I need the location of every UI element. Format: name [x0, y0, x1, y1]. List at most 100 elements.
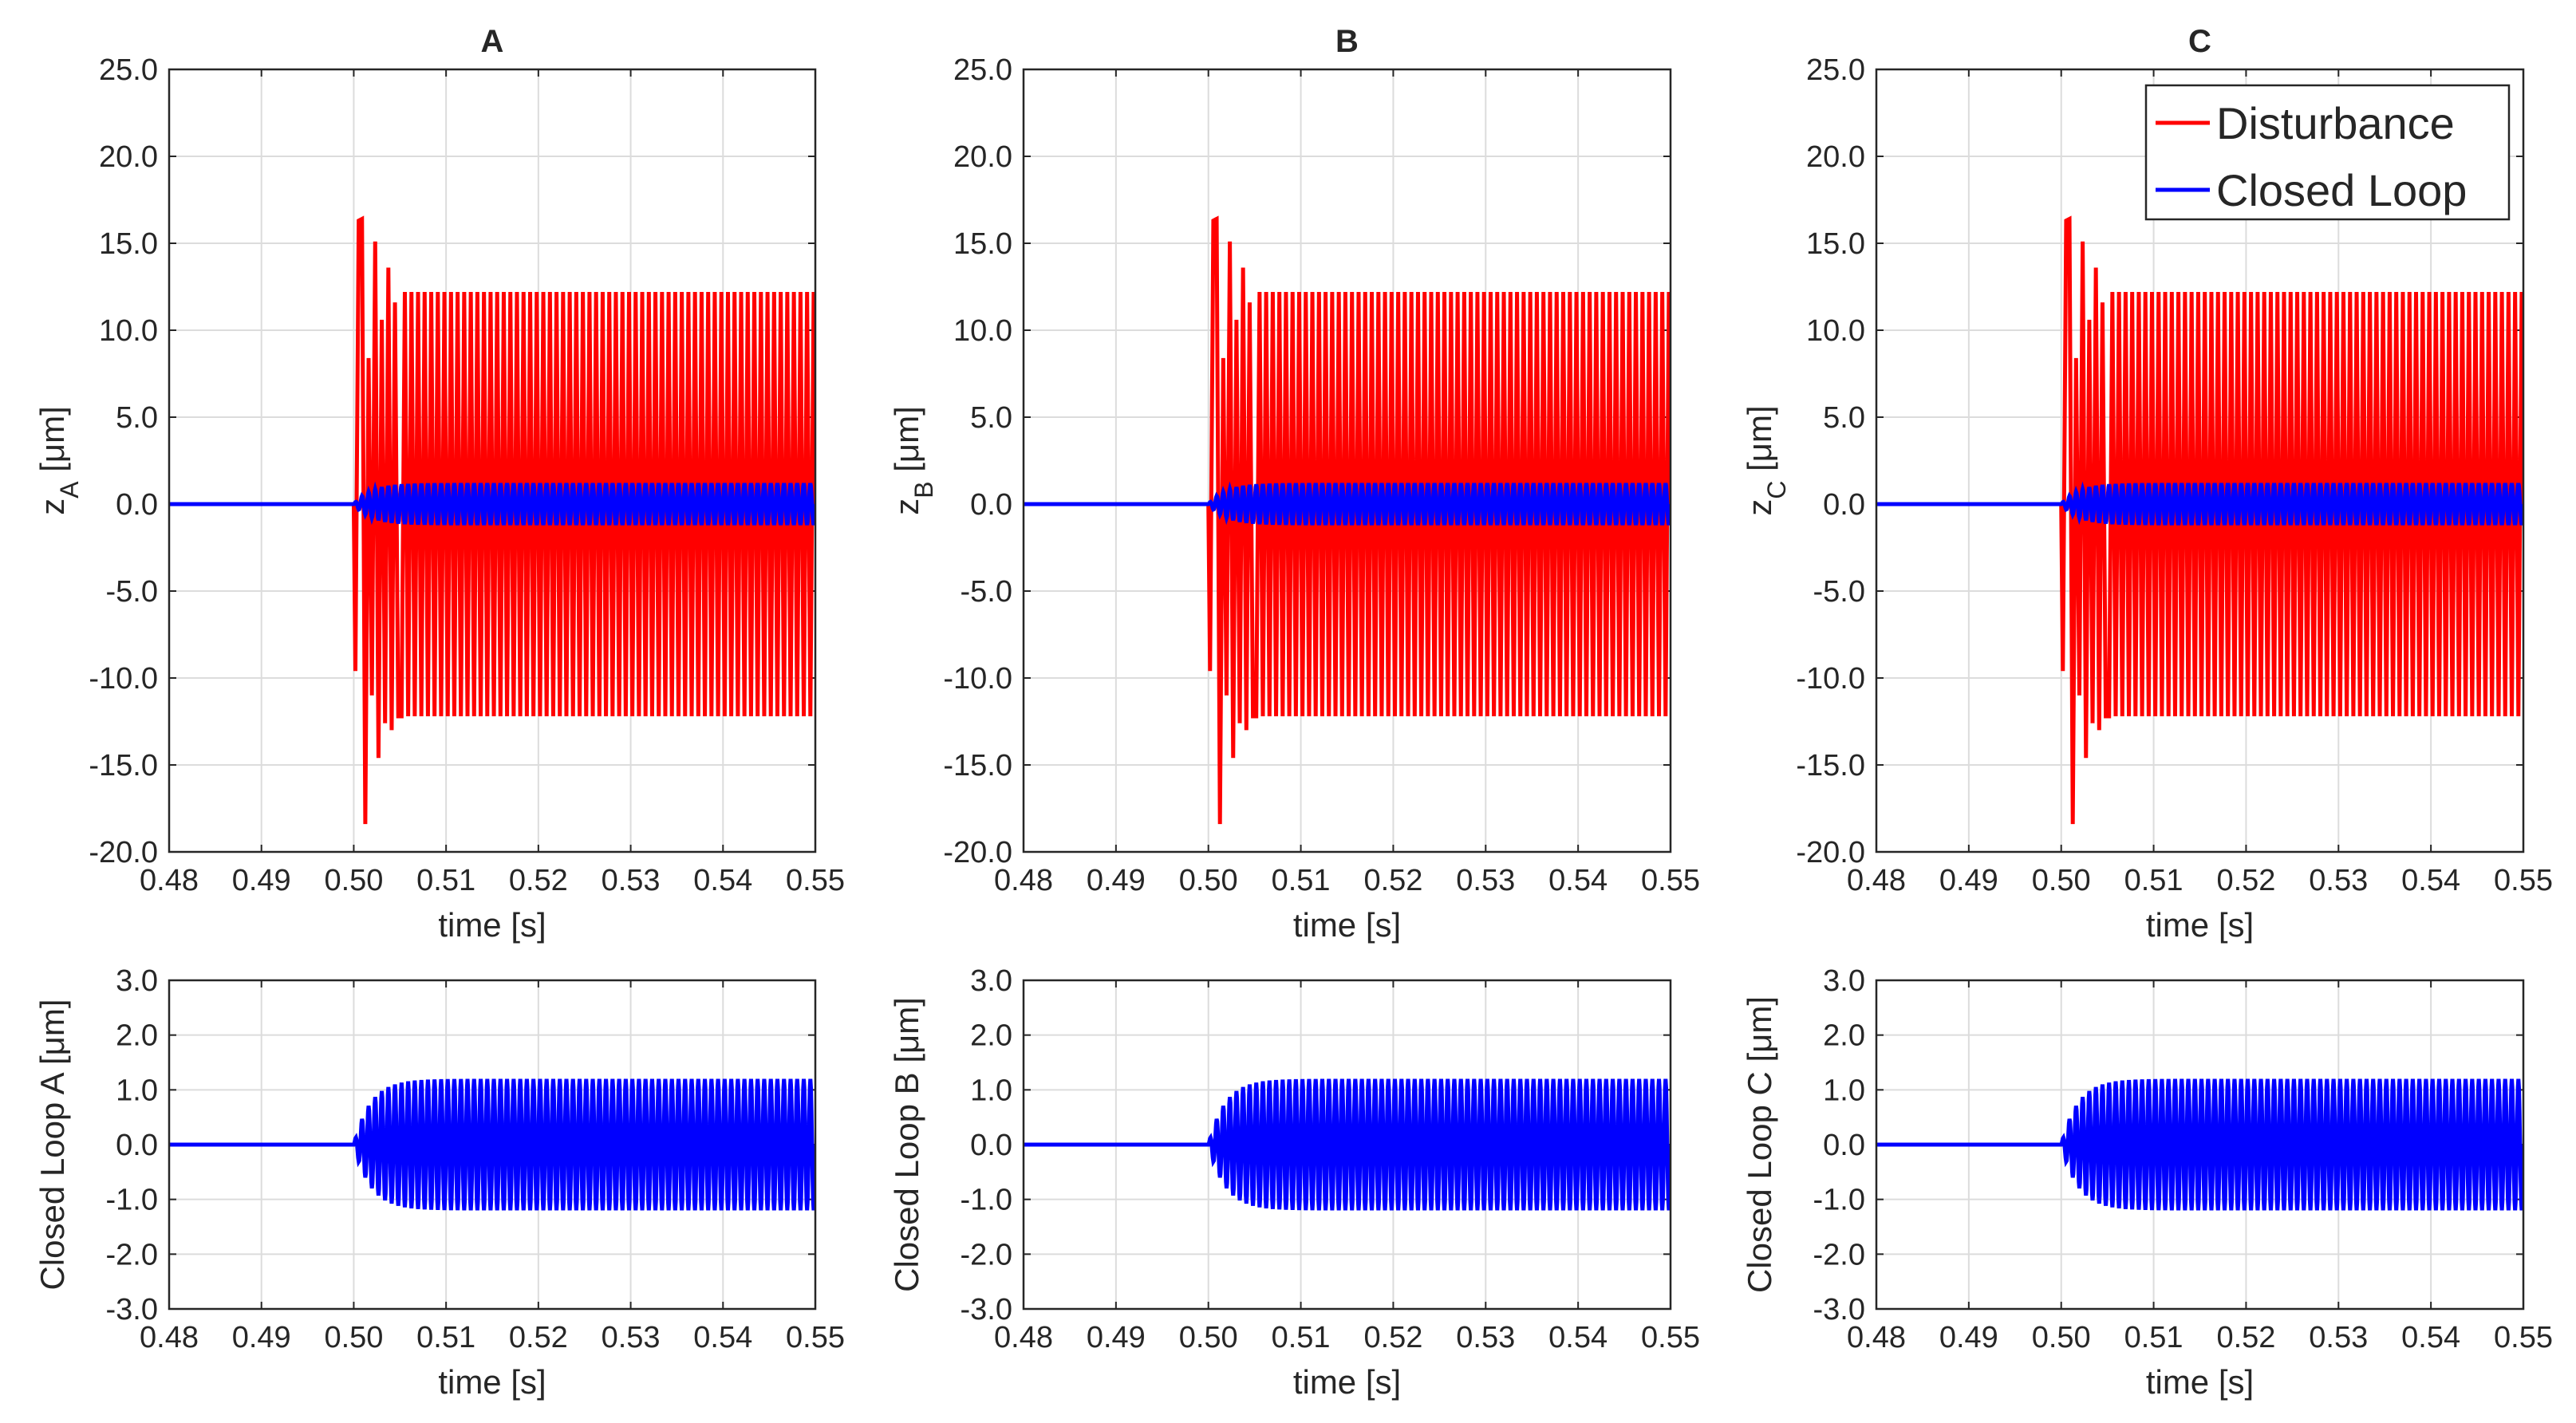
y-axis-label: Closed Loop C [μm]	[1741, 996, 1778, 1293]
y-tick-label: -5.0	[106, 575, 158, 609]
y-tick-label: 25.0	[953, 53, 1012, 87]
y-tick-label: -2.0	[961, 1238, 1012, 1271]
y-tick-label: -10.0	[1796, 662, 1865, 696]
x-tick-label: 0.48	[1847, 1321, 1906, 1354]
y-tick-label: -5.0	[961, 575, 1012, 609]
x-tick-label: 0.49	[1087, 864, 1146, 897]
x-axis-label: time [s]	[1293, 1363, 1401, 1401]
x-tick-label: 0.54	[693, 1321, 752, 1354]
legend-label-closed-loop: Closed Loop	[2216, 165, 2467, 215]
axes-box	[1022, 979, 1672, 1311]
panel-top-B: 0.48 0.49 0.50 0.51 0.52 0.53 0.54 0.55 -20.0 -15…	[888, 24, 1700, 944]
y-tick-label: 0.0	[1823, 488, 1865, 522]
series-line-closed-loop	[1024, 1078, 1671, 1211]
x-tick-label: 0.52	[509, 1321, 568, 1354]
y-tick-label: 0.0	[970, 1129, 1012, 1162]
series-line-disturbance	[1024, 215, 1671, 825]
x-tick-label: 0.48	[140, 1321, 199, 1354]
x-tick-label: 0.49	[232, 864, 291, 897]
legend-box	[2144, 84, 2511, 221]
x-tick-label: 0.54	[2401, 864, 2460, 897]
x-tick-label: 0.53	[602, 1321, 661, 1354]
y-tick-label: 3.0	[970, 964, 1012, 998]
x-tick-label: 0.51	[2124, 1321, 2183, 1354]
y-tick-label: 1.0	[970, 1074, 1012, 1107]
x-tick-label: 0.53	[602, 864, 661, 897]
y-tick-label: 20.0	[1806, 140, 1865, 174]
y-tick-label: 20.0	[953, 140, 1012, 174]
series-line-closed-loop	[1876, 481, 2523, 526]
x-tick-label: 0.50	[324, 864, 383, 897]
y-tick-label: 5.0	[1823, 401, 1865, 435]
x-tick-label: 0.51	[416, 864, 475, 897]
y-tick-label: 5.0	[116, 401, 158, 435]
y-tick-label: -1.0	[961, 1184, 1012, 1217]
panel-title: B	[1335, 24, 1359, 59]
panel-title: A	[481, 24, 504, 59]
x-tick-label: 0.51	[1272, 864, 1331, 897]
y-tick-label: 3.0	[116, 964, 158, 998]
x-tick-label: 0.50	[2032, 864, 2091, 897]
y-tick-label: 3.0	[1823, 964, 1865, 998]
legend: Disturbance Closed Loop	[2144, 84, 2511, 221]
y-tick-label: -5.0	[1813, 575, 1865, 609]
x-tick-label: 0.48	[1847, 864, 1906, 897]
x-tick-label: 0.49	[1939, 864, 1998, 897]
y-tick-label: -20.0	[89, 836, 158, 869]
series-line-closed-loop	[1024, 481, 1671, 526]
x-tick-label: 0.49	[1939, 1321, 1998, 1354]
series-line-disturbance	[1876, 215, 2523, 825]
series-line-closed-loop	[169, 1078, 815, 1211]
y-tick-label: 2.0	[1823, 1019, 1865, 1053]
y-tick-label: -2.0	[106, 1238, 158, 1271]
x-tick-label: 0.54	[2401, 1321, 2460, 1354]
y-tick-label: -15.0	[89, 749, 158, 782]
y-tick-label: -20.0	[1796, 836, 1865, 869]
y-tick-label: 1.0	[116, 1074, 158, 1107]
y-tick-label: 0.0	[970, 488, 1012, 522]
x-tick-label: 0.54	[1548, 1321, 1608, 1354]
y-tick-label: 10.0	[1806, 314, 1865, 348]
x-tick-label: 0.48	[140, 864, 199, 897]
y-axis-label: zC [μm]	[1741, 405, 1791, 515]
x-axis-label: time [s]	[1293, 906, 1401, 944]
x-tick-label: 0.53	[1456, 864, 1515, 897]
x-tick-label: 0.50	[1179, 1321, 1238, 1354]
y-tick-label: 0.0	[116, 488, 158, 522]
axes-box	[168, 979, 817, 1311]
axes-box	[1022, 68, 1672, 853]
panel-bottom-A: 0.48 0.49 0.50 0.51 0.52 0.53 0.54 0.55 -3.0 -2.0…	[34, 964, 845, 1401]
x-tick-label: 0.49	[1087, 1321, 1146, 1354]
x-tick-label: 0.50	[324, 1321, 383, 1354]
y-tick-label: -15.0	[943, 749, 1012, 782]
y-tick-label: 10.0	[953, 314, 1012, 348]
x-tick-label: 0.52	[1363, 864, 1422, 897]
y-tick-label: -10.0	[943, 662, 1012, 696]
x-tick-label: 0.55	[786, 864, 845, 897]
panel-title: C	[2188, 24, 2211, 59]
x-axis-label: time [s]	[438, 1363, 546, 1401]
x-tick-label: 0.54	[693, 864, 752, 897]
panel-bottom-B: 0.48 0.49 0.50 0.51 0.52 0.53 0.54 0.55 -3.0 -2.0…	[888, 964, 1700, 1401]
x-tick-label: 0.54	[1548, 864, 1608, 897]
y-tick-label: 2.0	[970, 1019, 1012, 1053]
x-tick-label: 0.52	[2216, 1321, 2275, 1354]
panel-bottom-C: 0.48 0.49 0.50 0.51 0.52 0.53 0.54 0.55 -3.0 -2.0…	[1741, 964, 2553, 1401]
y-tick-label: 5.0	[970, 401, 1012, 435]
x-tick-label: 0.55	[2494, 864, 2553, 897]
x-tick-label: 0.49	[232, 1321, 291, 1354]
y-tick-label: -3.0	[961, 1293, 1012, 1326]
y-tick-label: 0.0	[1823, 1129, 1865, 1162]
axes-box	[1875, 979, 2525, 1311]
y-tick-label: -1.0	[1813, 1184, 1865, 1217]
panel-top-A: 0.48 0.49 0.50 0.51 0.52 0.53 0.54 0.55 -20.0 -15…	[34, 24, 845, 944]
x-tick-label: 0.55	[786, 1321, 845, 1354]
x-tick-label: 0.48	[994, 1321, 1053, 1354]
series-line-closed-loop	[169, 481, 815, 526]
y-tick-label: 0.0	[116, 1129, 158, 1162]
y-tick-label: -1.0	[106, 1184, 158, 1217]
x-tick-label: 0.51	[1272, 1321, 1331, 1354]
x-tick-label: 0.53	[1456, 1321, 1515, 1354]
y-tick-label: 15.0	[953, 227, 1012, 261]
